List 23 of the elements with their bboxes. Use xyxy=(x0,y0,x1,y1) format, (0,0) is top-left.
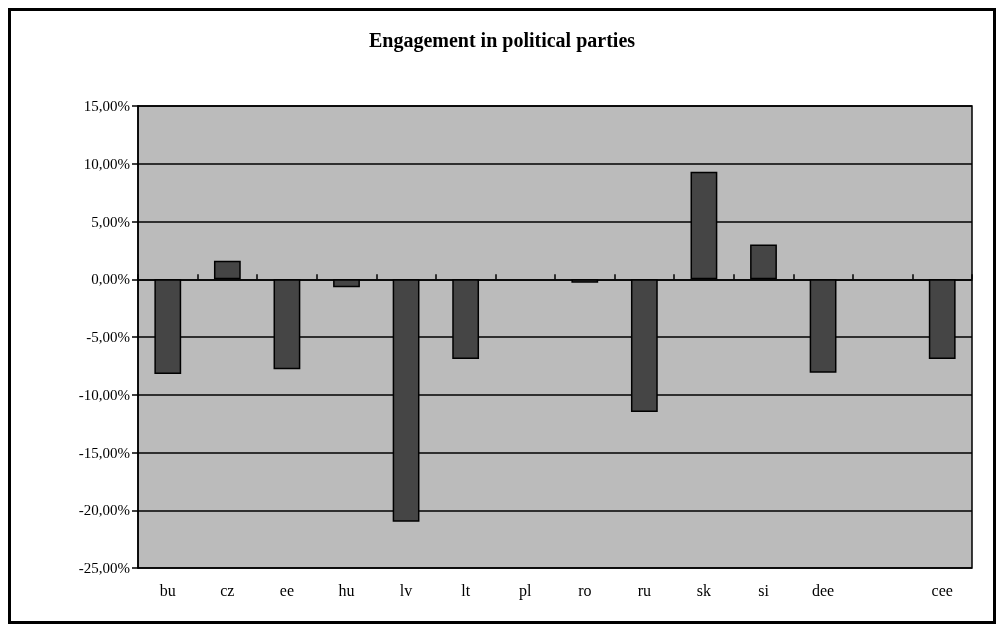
y-tick-label: 0,00% xyxy=(91,271,130,288)
y-tick-label: -20,00% xyxy=(78,502,130,519)
x-tick-label: si xyxy=(758,581,770,599)
y-tick-label: -10,00% xyxy=(78,386,130,403)
x-tick-label: lv xyxy=(399,581,413,599)
y-tick-label: 15,00% xyxy=(83,98,130,114)
y-tick-label: -25,00% xyxy=(78,560,130,576)
y-tick-label: -5,00% xyxy=(86,329,130,345)
x-tick-label: dee xyxy=(811,581,835,599)
y-tick-label: 5,00% xyxy=(91,213,130,230)
x-tick-label: ro xyxy=(578,581,592,599)
y-tick-label: -15,00% xyxy=(78,444,130,461)
x-tick-label: hu xyxy=(338,581,355,599)
x-tick-label: bu xyxy=(159,581,176,599)
chart-title: Engagement in political parties xyxy=(368,29,636,52)
x-tick-label: ru xyxy=(637,581,652,599)
x-tick-label: pl xyxy=(518,581,532,600)
x-tick-label: cz xyxy=(220,581,235,599)
x-tick-label: ee xyxy=(279,581,295,599)
y-tick-label: 10,00% xyxy=(83,155,130,172)
x-tick-label: sk xyxy=(696,581,712,599)
x-tick-label: cee xyxy=(931,581,953,599)
x-tick-label: lt xyxy=(461,581,471,599)
